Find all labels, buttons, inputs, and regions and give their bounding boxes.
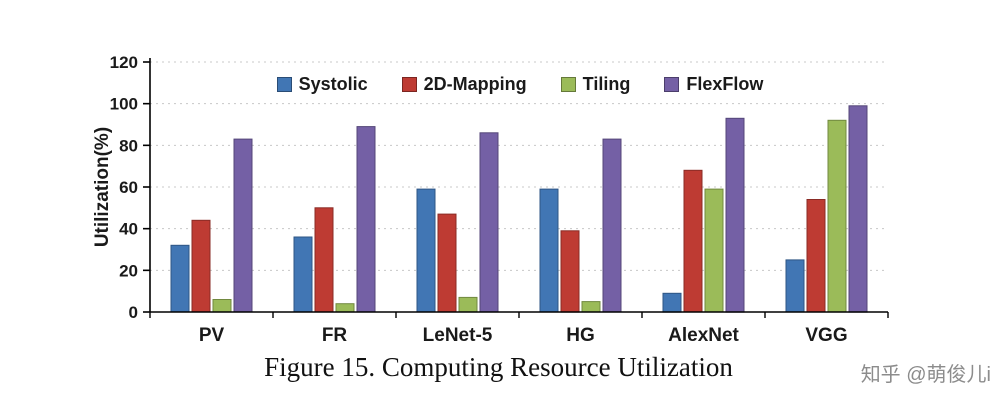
bar-flexflow-hg xyxy=(602,138,622,313)
bar-tiling-vgg xyxy=(827,119,847,313)
bar-systolic-pv xyxy=(170,244,190,313)
y-tick-label: 120 xyxy=(110,53,138,72)
chart-svg: 0 20 40 60 80 100 120 PV FR LeNet-5 HG AlexNet VGG Ut… xyxy=(92,53,889,346)
bar-2d-mapping-alexnet xyxy=(683,169,703,313)
bar-2d-mapping-vgg xyxy=(806,199,826,313)
bar-systolic-fr xyxy=(293,236,313,313)
x-category-label: VGG xyxy=(805,325,847,346)
bar-systolic-lenet-5 xyxy=(416,188,436,313)
bar-2d-mapping-pv xyxy=(191,219,211,313)
bar-2d-mapping-hg xyxy=(560,230,580,313)
y-axis-title: Utilization(%) xyxy=(92,127,113,247)
bar-flexflow-alexnet xyxy=(725,117,745,313)
bar-2d-mapping-lenet-5 xyxy=(437,213,457,313)
bar-tiling-lenet-5 xyxy=(458,296,478,313)
y-tick-label: 80 xyxy=(119,136,138,155)
bar-tiling-hg xyxy=(581,301,601,313)
chart: 0 20 40 60 80 100 120 PV FR LeNet-5 HG AlexNet VGG Ut… xyxy=(92,53,889,346)
y-tick-label: 100 xyxy=(110,95,138,114)
watermark: 知乎 @萌俊儿i xyxy=(850,358,991,387)
figure-caption: Figure 15. Computing Resource Utilizatio… xyxy=(264,352,733,382)
x-category-label: HG xyxy=(566,325,595,346)
bar-systolic-vgg xyxy=(785,259,805,313)
bar-tiling-fr xyxy=(335,303,355,313)
y-tick-label: 40 xyxy=(119,220,138,239)
bar-flexflow-pv xyxy=(233,138,253,313)
bar-flexflow-fr xyxy=(356,126,376,313)
bar-2d-mapping-fr xyxy=(314,207,334,313)
y-tick-label: 0 xyxy=(129,303,138,322)
y-tick-label: 60 xyxy=(119,178,138,197)
bar-tiling-pv xyxy=(212,299,232,313)
y-tick-label: 20 xyxy=(119,261,138,280)
x-category-label: FR xyxy=(322,325,348,346)
bar-systolic-hg xyxy=(539,188,559,313)
bar-flexflow-vgg xyxy=(848,105,868,313)
caption-row: Figure 15. Computing Resource Utilizatio… xyxy=(0,348,997,400)
bar-systolic-alexnet xyxy=(662,292,682,313)
x-category-label: PV xyxy=(199,325,225,346)
bar-flexflow-lenet-5 xyxy=(479,132,499,313)
bar-tiling-alexnet xyxy=(704,188,724,313)
x-category-label: AlexNet xyxy=(668,325,739,346)
x-category-label: LeNet-5 xyxy=(423,325,493,346)
